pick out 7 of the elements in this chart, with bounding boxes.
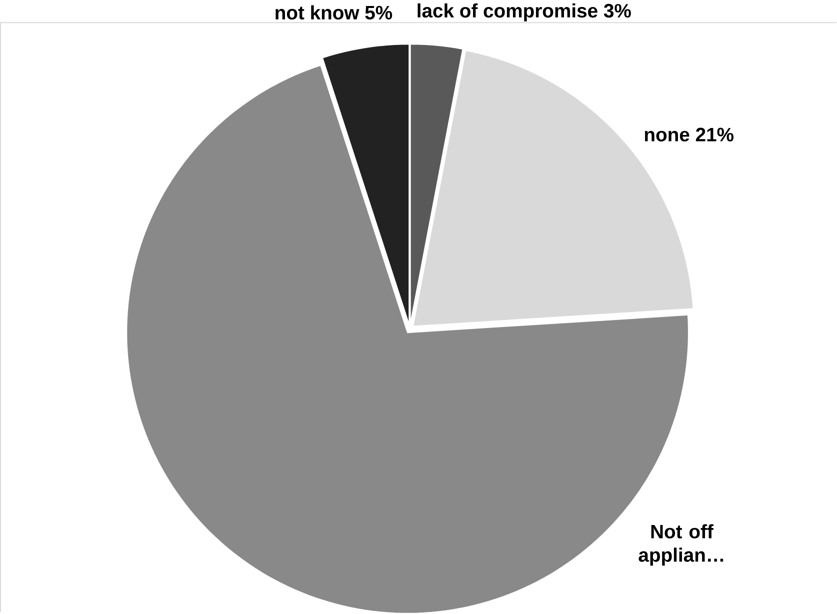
slice-label: Not off applian… xyxy=(638,524,724,566)
data-label: 21% xyxy=(696,128,734,142)
slice-label: lack of compromise xyxy=(418,3,598,22)
data-label: 3% xyxy=(604,4,631,18)
slice-label: not know xyxy=(276,5,360,20)
slice-label: none xyxy=(644,130,690,142)
data-label: 5% xyxy=(365,6,392,20)
